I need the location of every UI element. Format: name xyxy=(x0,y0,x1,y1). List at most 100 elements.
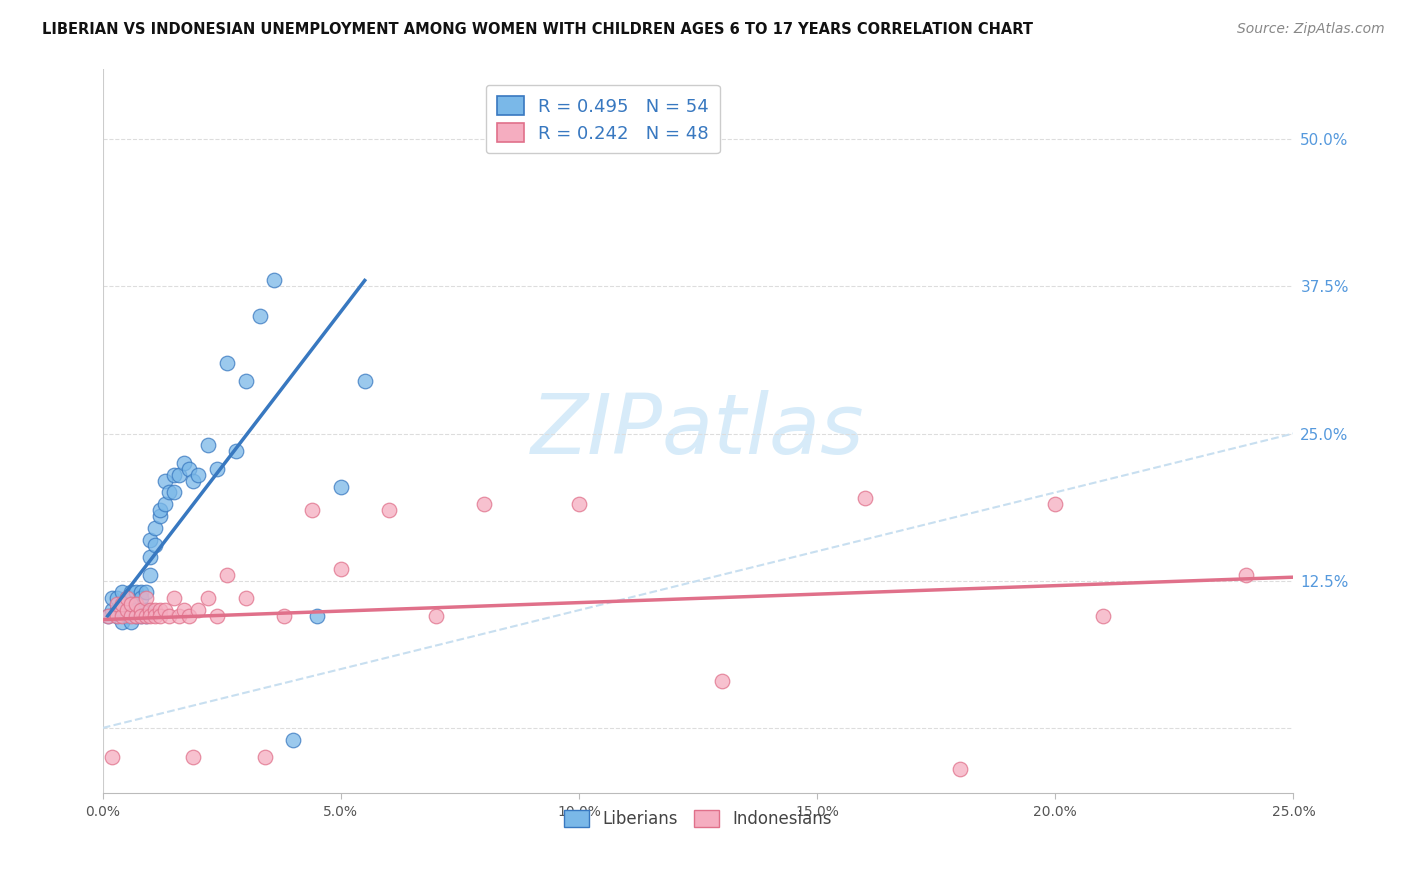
Point xyxy=(115,609,138,624)
Point xyxy=(153,603,176,617)
Point xyxy=(197,591,219,606)
Point xyxy=(135,585,157,599)
Point xyxy=(105,597,128,611)
Point xyxy=(159,609,181,624)
Point xyxy=(249,309,271,323)
Point xyxy=(139,609,162,624)
Point xyxy=(115,603,138,617)
Point xyxy=(120,615,142,629)
Point xyxy=(129,603,152,617)
Point xyxy=(235,374,257,388)
Point xyxy=(125,603,148,617)
Point xyxy=(101,591,124,606)
Point xyxy=(97,609,120,624)
Point xyxy=(149,603,172,617)
Text: ZIPatlas: ZIPatlas xyxy=(531,390,865,471)
Legend: Liberians, Indonesians: Liberians, Indonesians xyxy=(557,804,839,835)
Point xyxy=(197,438,219,452)
Point xyxy=(135,591,157,606)
Point xyxy=(177,462,200,476)
Point xyxy=(120,591,142,606)
Point xyxy=(143,538,166,552)
Point xyxy=(177,609,200,624)
Point xyxy=(120,603,142,617)
Point xyxy=(568,497,591,511)
Point xyxy=(139,550,162,565)
Point xyxy=(135,609,157,624)
Point xyxy=(105,609,128,624)
Point xyxy=(301,503,323,517)
Point xyxy=(143,521,166,535)
Point xyxy=(163,591,186,606)
Point xyxy=(120,609,142,624)
Point xyxy=(125,609,148,624)
Point xyxy=(167,467,190,482)
Point xyxy=(149,508,172,523)
Point xyxy=(149,609,172,624)
Point xyxy=(97,609,120,624)
Point xyxy=(329,562,352,576)
Point xyxy=(129,609,152,624)
Point xyxy=(125,597,148,611)
Point xyxy=(125,609,148,624)
Point xyxy=(105,609,128,624)
Point xyxy=(120,585,142,599)
Point xyxy=(153,474,176,488)
Point xyxy=(163,485,186,500)
Point xyxy=(235,591,257,606)
Point xyxy=(111,609,134,624)
Point xyxy=(853,491,876,506)
Point xyxy=(205,609,228,624)
Point xyxy=(105,591,128,606)
Text: Source: ZipAtlas.com: Source: ZipAtlas.com xyxy=(1237,22,1385,37)
Point xyxy=(101,603,124,617)
Point xyxy=(205,462,228,476)
Point xyxy=(135,603,157,617)
Point xyxy=(143,609,166,624)
Point xyxy=(101,750,124,764)
Point xyxy=(143,603,166,617)
Point xyxy=(149,503,172,517)
Point xyxy=(283,732,305,747)
Point xyxy=(472,497,495,511)
Point xyxy=(115,603,138,617)
Point xyxy=(111,615,134,629)
Point xyxy=(129,603,152,617)
Point xyxy=(215,356,238,370)
Point xyxy=(159,485,181,500)
Point xyxy=(125,585,148,599)
Point xyxy=(167,609,190,624)
Point xyxy=(263,273,285,287)
Point xyxy=(1045,497,1067,511)
Point xyxy=(377,503,399,517)
Point xyxy=(1234,567,1257,582)
Point xyxy=(120,597,142,611)
Point xyxy=(710,673,733,688)
Point xyxy=(253,750,276,764)
Point xyxy=(153,497,176,511)
Point xyxy=(139,603,162,617)
Point xyxy=(111,585,134,599)
Point xyxy=(949,762,972,776)
Point xyxy=(105,603,128,617)
Point xyxy=(173,456,195,470)
Point xyxy=(225,444,247,458)
Point xyxy=(307,609,329,624)
Point xyxy=(115,591,138,606)
Point xyxy=(129,609,152,624)
Point xyxy=(187,467,209,482)
Point xyxy=(273,609,295,624)
Point xyxy=(111,603,134,617)
Text: LIBERIAN VS INDONESIAN UNEMPLOYMENT AMONG WOMEN WITH CHILDREN AGES 6 TO 17 YEARS: LIBERIAN VS INDONESIAN UNEMPLOYMENT AMON… xyxy=(42,22,1033,37)
Point xyxy=(129,591,152,606)
Point xyxy=(173,603,195,617)
Point xyxy=(215,567,238,582)
Point xyxy=(329,479,352,493)
Point xyxy=(181,750,204,764)
Point xyxy=(1091,609,1114,624)
Point xyxy=(139,567,162,582)
Point xyxy=(163,467,186,482)
Point xyxy=(111,597,134,611)
Point xyxy=(135,609,157,624)
Point xyxy=(425,609,447,624)
